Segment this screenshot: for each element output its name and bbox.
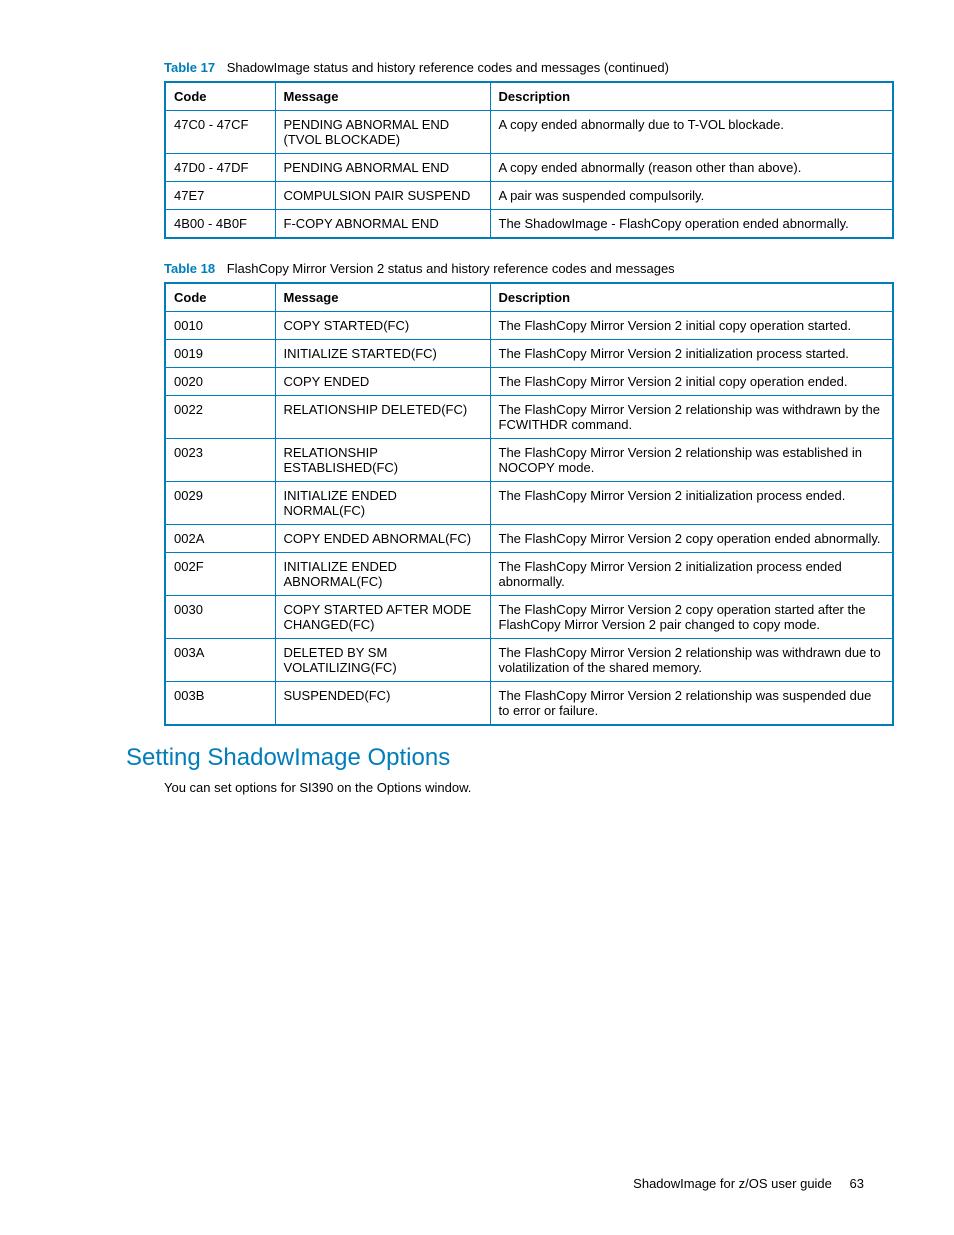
table-row: 002A COPY ENDED ABNORMAL(FC) The FlashCo…	[165, 525, 893, 553]
cell-description: The FlashCopy Mirror Version 2 relations…	[490, 396, 893, 439]
cell-code: 0010	[165, 312, 275, 340]
table-header-row: Code Message Description	[165, 82, 893, 111]
cell-description: The FlashCopy Mirror Version 2 copy oper…	[490, 596, 893, 639]
table-row: 0020 COPY ENDED The FlashCopy Mirror Ver…	[165, 368, 893, 396]
cell-message: PENDING ABNORMAL END (TVOL BLOCKADE)	[275, 111, 490, 154]
table-row: 0030 COPY STARTED AFTER MODE CHANGED(FC)…	[165, 596, 893, 639]
table-row: 0022 RELATIONSHIP DELETED(FC) The FlashC…	[165, 396, 893, 439]
cell-code: 003A	[165, 639, 275, 682]
table-row: 47C0 - 47CF PENDING ABNORMAL END (TVOL B…	[165, 111, 893, 154]
col-header-description: Description	[490, 283, 893, 312]
table18-label: Table 18	[164, 261, 215, 276]
col-header-message: Message	[275, 82, 490, 111]
page-footer: ShadowImage for z/OS user guide 63	[633, 1176, 864, 1191]
section-body: You can set options for SI390 on the Opt…	[164, 780, 864, 795]
table17-caption: Table 17 ShadowImage status and history …	[164, 60, 864, 75]
cell-description: A pair was suspended compulsorily.	[490, 182, 893, 210]
cell-code: 0023	[165, 439, 275, 482]
table-header-row: Code Message Description	[165, 283, 893, 312]
cell-code: 0022	[165, 396, 275, 439]
table-row: 002F INITIALIZE ENDED ABNORMAL(FC) The F…	[165, 553, 893, 596]
cell-code: 002F	[165, 553, 275, 596]
cell-message: RELATIONSHIP ESTABLISHED(FC)	[275, 439, 490, 482]
cell-code: 47D0 - 47DF	[165, 154, 275, 182]
table18-caption-text: FlashCopy Mirror Version 2 status and hi…	[227, 261, 675, 276]
cell-message: COPY STARTED AFTER MODE CHANGED(FC)	[275, 596, 490, 639]
cell-code: 4B00 - 4B0F	[165, 210, 275, 239]
cell-message: COMPULSION PAIR SUSPEND	[275, 182, 490, 210]
table-row: 47D0 - 47DF PENDING ABNORMAL END A copy …	[165, 154, 893, 182]
table17-caption-text: ShadowImage status and history reference…	[227, 60, 669, 75]
cell-code: 0030	[165, 596, 275, 639]
table-row: 0023 RELATIONSHIP ESTABLISHED(FC) The Fl…	[165, 439, 893, 482]
col-header-code: Code	[165, 82, 275, 111]
cell-description: The FlashCopy Mirror Version 2 initializ…	[490, 340, 893, 368]
cell-description: The FlashCopy Mirror Version 2 initial c…	[490, 312, 893, 340]
col-header-description: Description	[490, 82, 893, 111]
cell-description: The FlashCopy Mirror Version 2 relations…	[490, 639, 893, 682]
cell-description: The FlashCopy Mirror Version 2 initializ…	[490, 553, 893, 596]
cell-message: INITIALIZE ENDED ABNORMAL(FC)	[275, 553, 490, 596]
table-row: 003A DELETED BY SM VOLATILIZING(FC) The …	[165, 639, 893, 682]
cell-code: 0029	[165, 482, 275, 525]
cell-code: 0019	[165, 340, 275, 368]
footer-page-number: 63	[850, 1176, 864, 1191]
table-row: 0019 INITIALIZE STARTED(FC) The FlashCop…	[165, 340, 893, 368]
cell-code: 0020	[165, 368, 275, 396]
cell-description: A copy ended abnormally (reason other th…	[490, 154, 893, 182]
table18-caption: Table 18 FlashCopy Mirror Version 2 stat…	[164, 261, 864, 276]
cell-code: 003B	[165, 682, 275, 726]
cell-description: The ShadowImage - FlashCopy operation en…	[490, 210, 893, 239]
cell-message: F-COPY ABNORMAL END	[275, 210, 490, 239]
cell-code: 47E7	[165, 182, 275, 210]
cell-description: The FlashCopy Mirror Version 2 initial c…	[490, 368, 893, 396]
table-row: 47E7 COMPULSION PAIR SUSPEND A pair was …	[165, 182, 893, 210]
cell-description: The FlashCopy Mirror Version 2 copy oper…	[490, 525, 893, 553]
cell-message: RELATIONSHIP DELETED(FC)	[275, 396, 490, 439]
col-header-code: Code	[165, 283, 275, 312]
table-row: 0029 INITIALIZE ENDED NORMAL(FC) The Fla…	[165, 482, 893, 525]
table17-label: Table 17	[164, 60, 215, 75]
cell-message: COPY ENDED ABNORMAL(FC)	[275, 525, 490, 553]
table18: Code Message Description 0010 COPY START…	[164, 282, 894, 726]
cell-code: 47C0 - 47CF	[165, 111, 275, 154]
section-heading: Setting ShadowImage Options	[126, 744, 864, 772]
footer-doc-title: ShadowImage for z/OS user guide	[633, 1176, 832, 1191]
cell-description: The FlashCopy Mirror Version 2 relations…	[490, 682, 893, 726]
cell-description: The FlashCopy Mirror Version 2 initializ…	[490, 482, 893, 525]
cell-message: INITIALIZE STARTED(FC)	[275, 340, 490, 368]
table-row: 0010 COPY STARTED(FC) The FlashCopy Mirr…	[165, 312, 893, 340]
table-row: 003B SUSPENDED(FC) The FlashCopy Mirror …	[165, 682, 893, 726]
cell-description: The FlashCopy Mirror Version 2 relations…	[490, 439, 893, 482]
col-header-message: Message	[275, 283, 490, 312]
cell-message: COPY STARTED(FC)	[275, 312, 490, 340]
cell-description: A copy ended abnormally due to T-VOL blo…	[490, 111, 893, 154]
table-row: 4B00 - 4B0F F-COPY ABNORMAL END The Shad…	[165, 210, 893, 239]
cell-code: 002A	[165, 525, 275, 553]
cell-message: INITIALIZE ENDED NORMAL(FC)	[275, 482, 490, 525]
table17: Code Message Description 47C0 - 47CF PEN…	[164, 81, 894, 239]
cell-message: PENDING ABNORMAL END	[275, 154, 490, 182]
cell-message: DELETED BY SM VOLATILIZING(FC)	[275, 639, 490, 682]
cell-message: SUSPENDED(FC)	[275, 682, 490, 726]
cell-message: COPY ENDED	[275, 368, 490, 396]
